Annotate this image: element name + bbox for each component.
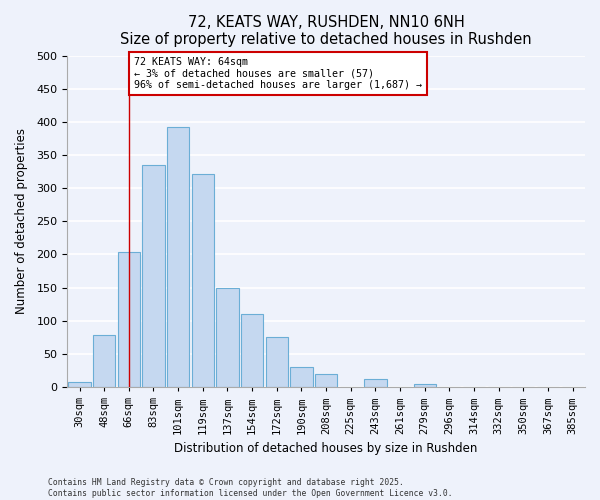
Bar <box>93 336 115 387</box>
Bar <box>118 252 140 387</box>
Bar <box>68 382 91 387</box>
Bar <box>413 384 436 387</box>
Bar <box>266 338 288 387</box>
Y-axis label: Number of detached properties: Number of detached properties <box>15 128 28 314</box>
X-axis label: Distribution of detached houses by size in Rushden: Distribution of detached houses by size … <box>175 442 478 455</box>
Title: 72, KEATS WAY, RUSHDEN, NN10 6NH
Size of property relative to detached houses in: 72, KEATS WAY, RUSHDEN, NN10 6NH Size of… <box>120 15 532 48</box>
Bar <box>142 165 164 387</box>
Bar <box>241 314 263 387</box>
Bar <box>192 174 214 387</box>
Bar <box>217 288 239 387</box>
Bar <box>315 374 337 387</box>
Bar <box>290 367 313 387</box>
Text: Contains HM Land Registry data © Crown copyright and database right 2025.
Contai: Contains HM Land Registry data © Crown c… <box>48 478 452 498</box>
Bar <box>364 378 386 387</box>
Bar <box>167 127 189 387</box>
Text: 72 KEATS WAY: 64sqm
← 3% of detached houses are smaller (57)
96% of semi-detache: 72 KEATS WAY: 64sqm ← 3% of detached hou… <box>134 57 422 90</box>
